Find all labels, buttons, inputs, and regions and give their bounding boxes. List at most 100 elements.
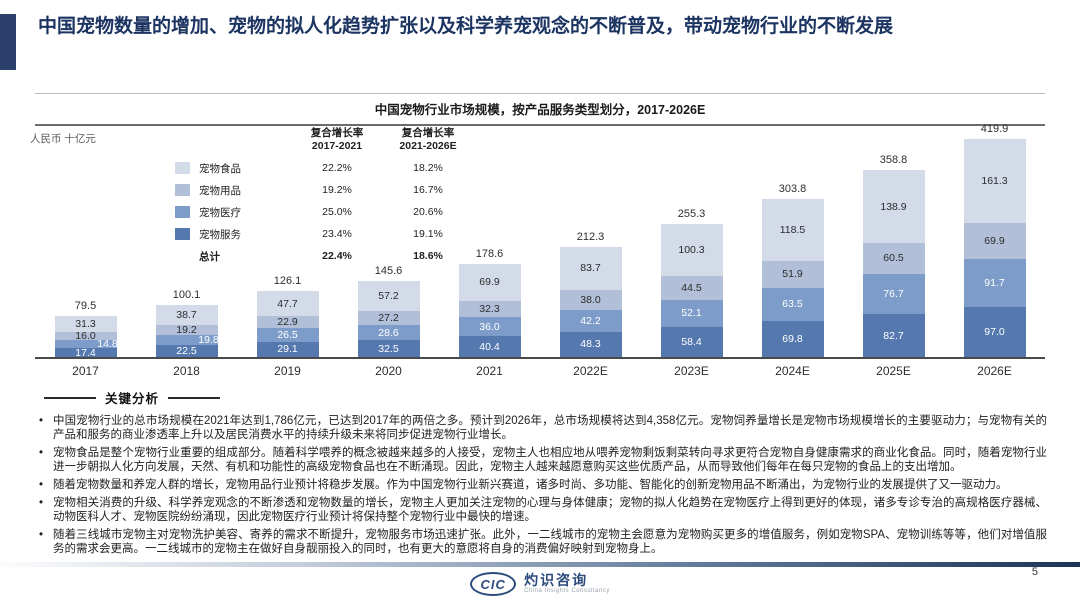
- bar-segment: 38.7: [155, 304, 218, 326]
- bar-segment-value: 26.5: [277, 329, 298, 341]
- legend-swatch-icon: [175, 184, 190, 196]
- bar-total-value: 79.5: [74, 299, 97, 312]
- bar-segment-value: 91.7: [984, 276, 1005, 289]
- cagr-total-2017-2021: 22.4%: [322, 250, 352, 262]
- cagr-total-2021-2026e: 18.6%: [413, 250, 443, 262]
- bar-column-2019: 126.1 47.7 22.9 26.5 29.1: [237, 121, 338, 357]
- bar-segment-value: 16.0: [75, 330, 96, 343]
- bar-segment: 57.2: [357, 281, 420, 312]
- cagr-value-2021-2026e: 20.6%: [413, 206, 443, 218]
- x-axis-tick-label: 2024E: [775, 364, 810, 378]
- legend-item: 宠物服务: [175, 223, 295, 245]
- bar-stack: 47.7 22.9 26.5 29.1: [256, 291, 319, 357]
- key-analysis-header: 关键分析: [35, 388, 1047, 407]
- x-axis-tick-label: 2020: [375, 364, 402, 378]
- bar-segment-value: 31.3: [75, 317, 96, 330]
- bar-segment-value: 76.7: [883, 288, 904, 301]
- logo-company-subtitle: China Insights Consultancy: [524, 588, 610, 595]
- x-axis-tick-label: 2021: [476, 364, 503, 378]
- page-number: 5: [1031, 566, 1038, 578]
- bar-segment: 138.9: [862, 170, 925, 243]
- bar-stack: 57.2 27.2 28.6 32.5: [357, 281, 420, 357]
- bar-stack: 38.7 19.2 19.8 22.5: [155, 304, 219, 358]
- analysis-bullet: 中国宠物行业的总市场规模在2021年达到1,786亿元，已达到2017年的两倍之…: [37, 414, 1047, 442]
- analysis-bullet: 随着三线城市宠物主对宠物洗护美容、寄养的需求不断提升，宠物服务市场迅速扩张。此外…: [37, 528, 1047, 556]
- bar-segment: 118.5: [761, 199, 824, 261]
- bar-stack: 69.9 32.3 36.0 40.4: [458, 264, 521, 357]
- bar-segment: 29.1: [256, 341, 319, 357]
- legend-swatch-icon: [175, 228, 190, 240]
- legend-swatch-icon: [175, 162, 190, 174]
- cagr-value-2021-2026e: 18.2%: [413, 162, 443, 174]
- bar-segment-value: 47.7: [277, 297, 298, 310]
- bar-column-2021: 178.6 69.9 32.3 36.0 40.4: [439, 121, 540, 357]
- page-title: 中国宠物数量的增加、宠物的拟人化趋势扩张以及科学养宠观念的不断普及，带动宠物行业…: [38, 16, 894, 37]
- bar-segment-value: 38.0: [580, 294, 601, 307]
- cagr-total-label: 总计: [199, 250, 220, 263]
- bar-segment: 76.7: [862, 274, 925, 314]
- bar-segment-value: 82.7: [883, 329, 904, 342]
- header-rule-left: [44, 396, 96, 399]
- bar-segment: 47.7: [256, 291, 319, 317]
- x-axis-tick-label: 2023E: [674, 364, 709, 378]
- bar-total-value: 126.1: [273, 275, 302, 288]
- analysis-bullet: 随着宠物数量和养宠人群的增长，宠物用品行业预计将稳步发展。作为中国宠物行业新兴赛…: [37, 478, 1047, 492]
- bar-segment: 14.8: [54, 338, 118, 351]
- bar-stack: 138.9 60.5 76.7 82.7: [862, 170, 925, 357]
- bar-segment: 28.6: [357, 325, 420, 341]
- bar-segment: 83.7: [559, 246, 622, 291]
- bar-column-2020: 145.6 57.2 27.2 28.6 32.5: [338, 121, 439, 357]
- bar-segment-value: 138.9: [880, 200, 907, 213]
- bar-total-value: 358.8: [879, 154, 908, 167]
- bar-total-value: 255.3: [677, 208, 706, 221]
- bar-segment: 22.9: [256, 316, 319, 329]
- bar-segment: 51.9: [761, 260, 824, 288]
- logo-company-name: 灼识咨询: [524, 572, 589, 588]
- bar-stack: 161.3 69.9 91.7 97.0: [963, 138, 1026, 357]
- legend-label: 宠物医疗: [199, 206, 241, 219]
- key-analysis-section: 关键分析 中国宠物行业的总市场规模在2021年达到1,786亿元，已达到2017…: [35, 388, 1047, 560]
- bar-segment-value: 17.4: [75, 346, 96, 359]
- bar-segment-value: 14.8: [97, 338, 118, 351]
- bar-segment-value: 22.5: [176, 345, 197, 358]
- cic-logo-icon: CIC: [470, 572, 517, 596]
- bar-segment-value: 48.3: [580, 338, 601, 351]
- legend-swatch-icon: [175, 206, 190, 218]
- bar-segment: 60.5: [862, 242, 925, 275]
- legend-item: 宠物医疗: [175, 201, 295, 223]
- bar-segment: 32.3: [458, 300, 521, 318]
- bar-segment-value: 63.5: [782, 298, 803, 311]
- bar-segment: 38.0: [559, 290, 622, 311]
- chart-title: 中国宠物行业市场规模，按产品服务类型划分，2017-2026E: [35, 93, 1045, 126]
- bar-total-value: 178.6: [475, 248, 504, 261]
- chart-area: 人民币 十亿元 复合增长率 2017-2021 复合增长率 2021-2026E 宠…: [0, 121, 1080, 386]
- x-axis-tick-label: 2022E: [573, 364, 608, 378]
- cagr-header-2021-2026e: 复合增长率 2021-2026E: [399, 127, 457, 153]
- bar-segment: 16.0: [54, 330, 117, 343]
- bar-segment-value: 83.7: [580, 262, 601, 275]
- bar-segment: 82.7: [862, 314, 925, 357]
- legend-item: 宠物用品: [175, 179, 295, 201]
- bar-segment: 42.2: [559, 310, 622, 332]
- cagr-header-2017-2021: 复合增长率 2017-2021: [310, 127, 364, 153]
- bar-segment: 32.5: [357, 340, 420, 357]
- bar-stack: 31.3 16.0 14.8 17.4: [54, 315, 118, 359]
- bar-total-value: 303.8: [778, 183, 807, 196]
- bar-stack: 100.3 44.5 52.1 58.4: [660, 224, 723, 357]
- bar-segment: 22.5: [155, 345, 218, 358]
- footer-logo: CIC 灼识咨询 China Insights Consultancy: [0, 572, 1080, 596]
- bar-segment: 36.0: [458, 317, 521, 336]
- cagr-value-2017-2021: 22.2%: [322, 162, 352, 174]
- bar-segment-value: 29.1: [277, 343, 298, 356]
- bar-segment-value: 22.9: [277, 316, 298, 329]
- bar-segment-value: 28.6: [378, 326, 399, 339]
- legend-label: 宠物服务: [199, 228, 241, 241]
- bar-column-2025E: 358.8 138.9 60.5 76.7 82.7: [843, 121, 944, 357]
- legend-cagr-table: 复合增长率 2017-2021 复合增长率 2021-2026E 宠物食品 22.2%…: [175, 127, 477, 267]
- bar-segment-value: 19.2: [176, 324, 197, 337]
- bar-stack: 83.7 38.0 42.2 48.3: [559, 246, 622, 357]
- bar-segment: 91.7: [963, 258, 1026, 307]
- x-axis-tick-label: 2025E: [876, 364, 911, 378]
- bar-segment: 40.4: [458, 336, 521, 357]
